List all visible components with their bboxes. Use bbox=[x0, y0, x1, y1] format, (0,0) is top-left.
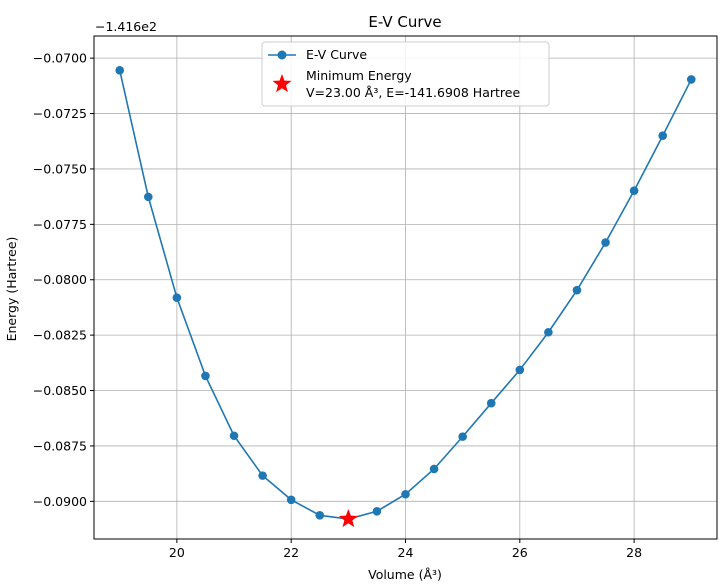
minimum-energy-star bbox=[338, 509, 358, 528]
data-point bbox=[201, 371, 210, 381]
x-tick-label: 28 bbox=[626, 545, 642, 560]
y-tick-label: −0.0775 bbox=[33, 217, 87, 232]
data-point bbox=[372, 507, 382, 516]
legend-box bbox=[261, 41, 550, 107]
data-point bbox=[486, 398, 496, 408]
data-point bbox=[115, 66, 125, 75]
data-point bbox=[458, 432, 467, 441]
legend-minimum-value: V=23.00 Å³, E=-141.6908 Hartree bbox=[306, 85, 520, 100]
legend-minimum-label: Minimum Energy bbox=[306, 68, 412, 83]
data-point bbox=[143, 192, 153, 202]
data-point bbox=[572, 285, 582, 295]
grid bbox=[94, 36, 717, 539]
x-tick-label: 22 bbox=[283, 545, 299, 560]
x-tick-label: 20 bbox=[169, 545, 185, 560]
legend-series-label: E-V Curve bbox=[306, 47, 367, 62]
data-point bbox=[544, 327, 553, 337]
data-point bbox=[286, 495, 296, 505]
y-tick-label: −0.0825 bbox=[33, 328, 87, 343]
chart-title: E-V Curve bbox=[368, 13, 441, 31]
data-point bbox=[229, 431, 239, 441]
legend-circle-marker bbox=[277, 50, 287, 60]
y-tick-label: −0.0875 bbox=[33, 438, 87, 453]
x-tick-label: 24 bbox=[398, 545, 414, 560]
x-axis-label: Volume (Å³) bbox=[368, 567, 442, 582]
y-axis-ticks: −0.0700 −0.0725 −0.0750 −0.0775 −0.0800 −0.08… bbox=[33, 51, 94, 509]
data-point bbox=[401, 489, 410, 499]
y-tick-label: −0.0850 bbox=[33, 383, 87, 398]
y-offset-label: −1.416e2 bbox=[95, 19, 157, 34]
legend-star-marker bbox=[272, 74, 292, 93]
series-layer bbox=[115, 66, 696, 528]
y-tick-label: −0.0725 bbox=[33, 106, 87, 121]
y-tick-label: −0.0800 bbox=[33, 272, 87, 287]
data-point bbox=[658, 131, 668, 141]
data-point bbox=[258, 471, 267, 480]
data-point bbox=[315, 510, 325, 520]
y-tick-label: −0.0750 bbox=[33, 161, 87, 176]
data-point bbox=[515, 365, 525, 375]
data-point bbox=[601, 238, 610, 247]
x-tick-label: 26 bbox=[512, 545, 528, 560]
data-point bbox=[429, 464, 439, 474]
y-axis-label: Energy (Hartree) bbox=[4, 237, 19, 342]
data-point bbox=[629, 186, 639, 195]
legend: E-V Curve Minimum Energy V=23.00 Å³, E=-… bbox=[261, 41, 550, 107]
y-tick-label: −0.0900 bbox=[33, 494, 87, 509]
x-axis-ticks: 20 22 24 26 28 bbox=[169, 539, 642, 560]
data-point bbox=[172, 293, 182, 302]
data-point bbox=[686, 75, 696, 84]
y-tick-label: −0.0700 bbox=[33, 51, 87, 66]
